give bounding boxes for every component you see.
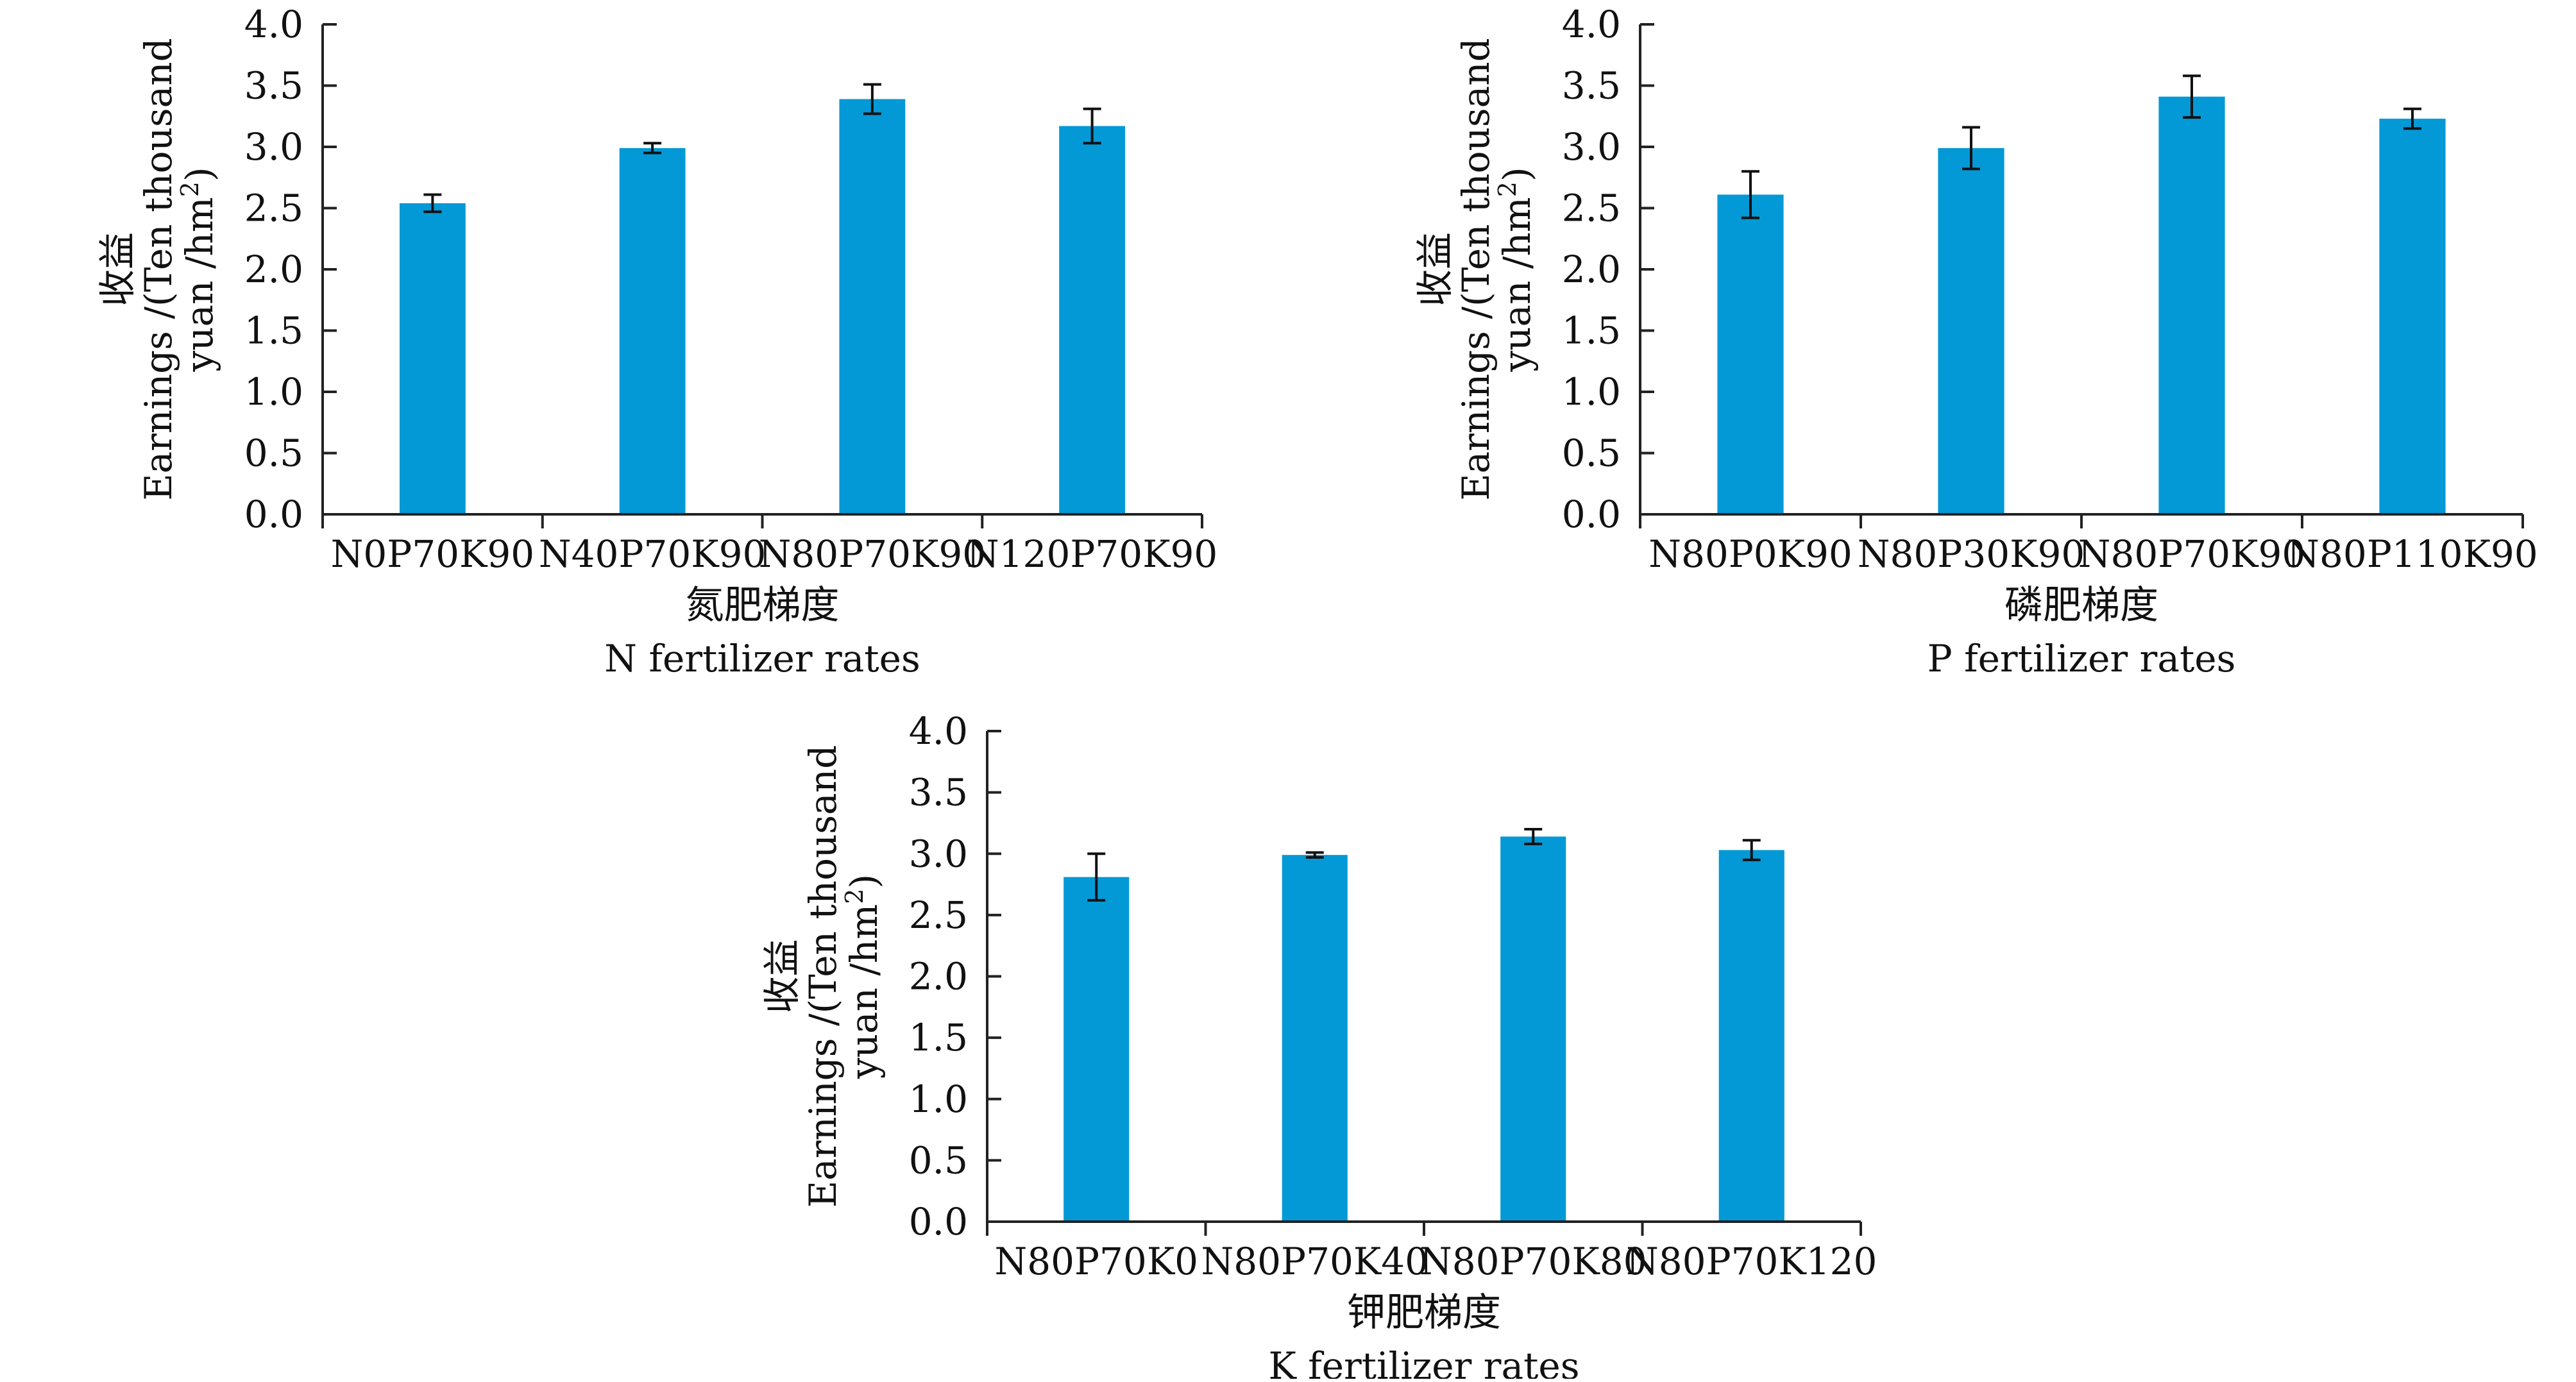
y-tick-label: 1.5	[909, 1016, 968, 1059]
error-bar	[643, 142, 662, 155]
y-axis-title-en-line2: yuan /hm2)	[1493, 167, 1539, 372]
bar	[2379, 119, 2446, 514]
y-tick-label: 1.0	[1562, 370, 1621, 414]
y-tick-label: 3.5	[909, 771, 968, 814]
y-axis-title-en-line1: Earnings /(Ten thousand	[1454, 38, 1498, 500]
x-axis-title-cn: 氮肥梯度	[686, 583, 840, 628]
x-axis-title-en: K fertilizer rates	[1269, 1344, 1580, 1379]
error-bar	[863, 83, 881, 115]
x-tick-label: N80P0K90	[1648, 532, 1852, 576]
y-tick-label: 3.0	[1562, 125, 1621, 169]
error-bar	[1087, 852, 1106, 902]
x-tick-label: N80P30K90	[1858, 532, 2085, 576]
y-axis-title-cn: 收益	[760, 939, 804, 1013]
y-tick-label: 3.5	[1562, 64, 1621, 108]
x-tick-label: N80P70K120	[1626, 1240, 1877, 1283]
bar	[839, 99, 906, 514]
y-tick-label: 1.0	[909, 1077, 968, 1121]
y-tick-label: 3.0	[909, 832, 968, 875]
bar	[1717, 194, 1784, 514]
bar	[1938, 147, 2004, 514]
y-tick-label: 1.5	[1562, 309, 1621, 353]
y-axis-title-cn: 收益	[1413, 232, 1457, 307]
y-tick-label: 0.0	[1562, 493, 1621, 536]
x-tick-label: N80P110K90	[2287, 532, 2538, 576]
chart-panel-1: 0.0 0.5 1.0 1.5 2.0 2.5 3.0 3.5 4.0 N0P70K90 N40P7…	[96, 3, 1217, 680]
y-tick-label: 2.5	[244, 187, 303, 230]
bar	[1059, 126, 1126, 514]
y-tick-label: 2.0	[244, 248, 303, 291]
y-tick-label: 1.0	[244, 370, 303, 414]
x-tick-label: N80P70K90	[2078, 532, 2306, 576]
y-tick-label: 3.0	[244, 125, 303, 169]
y-axis-title-en-line2: yuan /hm2)	[176, 167, 221, 372]
y-tick-label: 2.5	[1562, 187, 1621, 230]
y-axis-title-en-line1: Earnings /(Ten thousand	[137, 38, 180, 500]
y-tick-label: 3.5	[244, 64, 303, 108]
error-bar	[423, 193, 442, 214]
bar	[1063, 877, 1130, 1222]
x-axis-title-cn: 磷肥梯度	[2004, 583, 2158, 628]
x-tick-label: N0P70K90	[331, 532, 535, 576]
y-tick-label: 2.5	[909, 893, 968, 937]
bar	[399, 203, 466, 514]
y-tick-label: 2.0	[1562, 248, 1621, 291]
y-tick-label: 0.0	[244, 493, 303, 536]
y-tick-label: 0.5	[909, 1138, 968, 1182]
error-bar	[1305, 851, 1324, 859]
x-tick-label: N80P70K0	[994, 1240, 1198, 1283]
y-tick-label: 0.0	[909, 1200, 968, 1243]
bar	[1282, 855, 1348, 1222]
bar	[2158, 96, 2225, 514]
error-bar	[1741, 170, 1759, 219]
error-bar	[2403, 107, 2421, 130]
x-axis-title-cn: 钾肥梯度	[1347, 1290, 1501, 1335]
x-tick-label: N80P70K90	[759, 532, 987, 576]
chart-panel-2: 0.0 0.5 1.0 1.5 2.0 2.5 3.0 3.5 4.0 N80P0K90 N80P3…	[1413, 3, 2538, 680]
x-tick-label: N80P70K40	[1201, 1240, 1428, 1283]
error-bar	[1742, 839, 1761, 861]
bar	[619, 147, 686, 514]
error-bar	[2183, 74, 2201, 119]
error-bar	[1524, 828, 1543, 845]
x-axis-title-en: N fertilizer rates	[604, 637, 920, 680]
error-bar	[1083, 107, 1101, 145]
x-tick-label: N40P70K90	[539, 532, 767, 576]
x-tick-label: N80P70K80	[1419, 1240, 1647, 1283]
y-tick-label: 0.5	[244, 432, 303, 475]
x-axis-title-en: P fertilizer rates	[1928, 637, 2236, 680]
y-tick-label: 2.0	[909, 955, 968, 999]
y-axis-title-cn: 收益	[96, 232, 139, 307]
y-tick-label: 4.0	[1562, 3, 1621, 46]
error-bar	[1962, 126, 1980, 171]
y-tick-label: 4.0	[909, 709, 968, 753]
x-tick-label: N120P70K90	[967, 532, 1217, 576]
y-axis-title-en-line2: yuan /hm2)	[840, 874, 886, 1079]
bar	[1718, 850, 1784, 1222]
bar	[1500, 836, 1566, 1222]
y-tick-label: 0.5	[1562, 432, 1621, 475]
y-tick-label: 4.0	[244, 3, 303, 46]
y-tick-label: 1.5	[244, 309, 303, 353]
y-axis-title-en-line1: Earnings /(Ten thousand	[801, 745, 845, 1208]
